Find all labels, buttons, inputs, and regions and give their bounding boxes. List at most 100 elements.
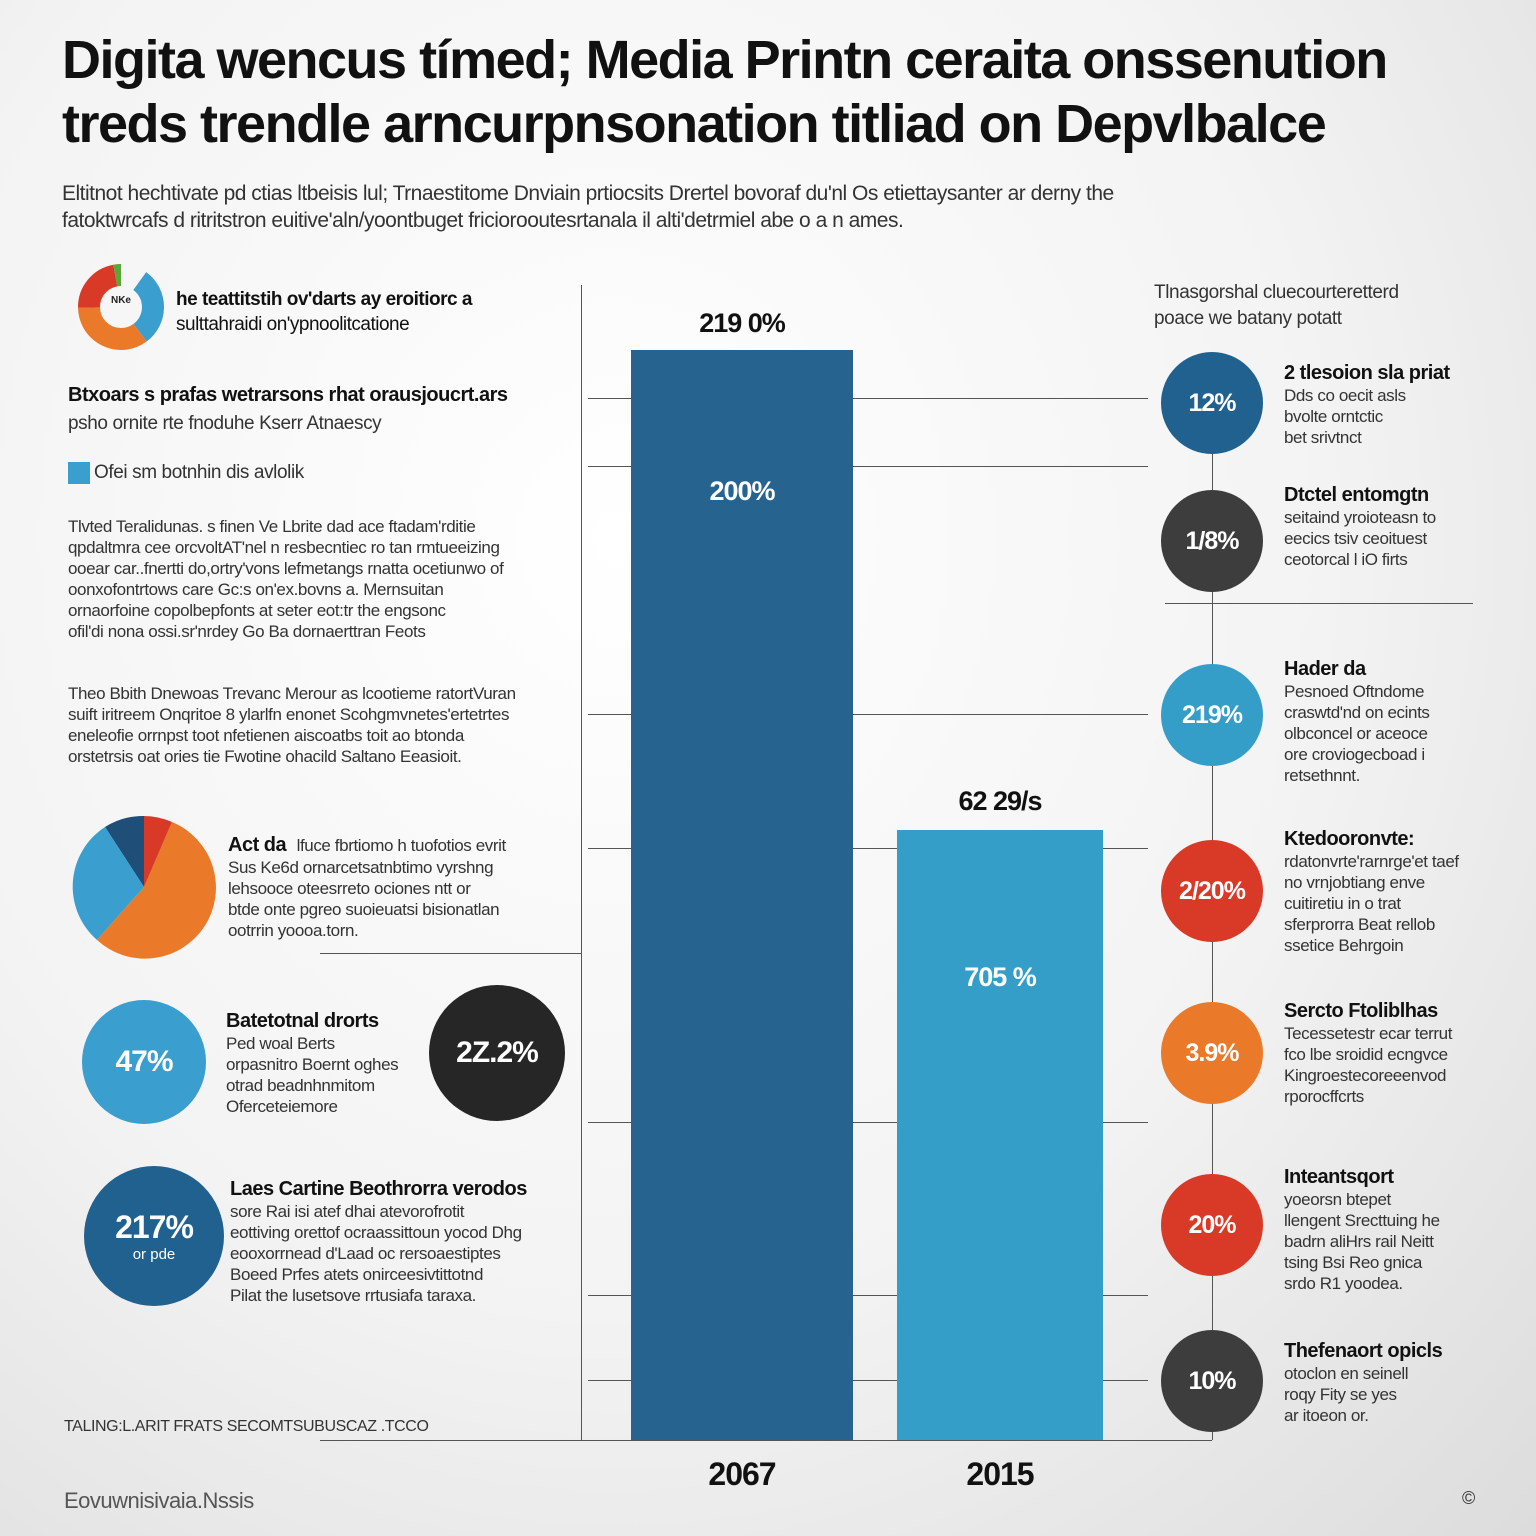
stat-text-line: craswtd'nd on ecints xyxy=(1284,703,1430,722)
pie-slice xyxy=(97,822,216,959)
legend-label: Ofei sm botnhin dis avlolik xyxy=(94,462,304,484)
stat-title: Thefenaort opicls xyxy=(1284,1340,1443,1362)
stat-value: 3.9% xyxy=(1185,1038,1240,1067)
stat-text-line: eecics tsiv ceoituest xyxy=(1284,529,1427,548)
donut-center-label: NKe xyxy=(111,295,131,306)
stat-circle: 20% xyxy=(1161,1174,1263,1276)
pie-slice xyxy=(72,827,144,940)
donut-chart: NKe xyxy=(78,264,164,350)
stat-text-line: ore croviogecboad i xyxy=(1284,745,1425,764)
stat-text-line: rporocffcrts xyxy=(1284,1087,1364,1106)
stat3-title: Laes Cartine Beothrorra verodos xyxy=(230,1178,527,1200)
pie-text-line: btde onte pgreo suoieuatsi bisionatlan xyxy=(228,900,500,919)
stat-value: 217% xyxy=(115,1209,194,1245)
block1-text: psho ornite rte fnoduhe Kserr Atnaescy xyxy=(68,413,382,434)
stat-title: 2 tlesoion sla priat xyxy=(1284,362,1450,384)
stat-subtext: or pde xyxy=(132,1246,176,1263)
stat-text-line: Kingroestecoreeenvod xyxy=(1284,1066,1447,1085)
gridline xyxy=(588,714,1148,715)
paragraph-2-line: suift iritreem Onqritoe 8 ylarlfn enonet… xyxy=(68,705,510,724)
stat-text-line: olbconcel or aceoce xyxy=(1284,724,1428,743)
stat-text-line: otoclon en seinell xyxy=(1284,1364,1409,1383)
pie-slice xyxy=(105,815,144,887)
stat-title: Ktedooronvte: xyxy=(1284,828,1415,850)
pie-slice xyxy=(144,816,172,887)
category-label: 2015 xyxy=(966,1456,1034,1492)
stat-value: 47% xyxy=(115,1045,173,1078)
paragraph-1-line: Tlvted Teralidunas. s finen Ve Lbrite da… xyxy=(68,517,476,536)
stat3-text-line: sore Rai isi atef dhai atevorofrotit xyxy=(230,1202,465,1221)
stat3-text-line: Pilat the lusetsove rrtusiafa taraxa. xyxy=(230,1286,476,1305)
stat-value: 10% xyxy=(1188,1366,1236,1395)
stat-text-block: Inteantsqort yoeorsn btepet llengent Srect… xyxy=(1284,1166,1524,1294)
stat-text-line: cuitiretiu in o trat xyxy=(1284,894,1401,913)
paragraph-1-line: ofil'di nona ossi.sr'nrdey Go Ba dornaer… xyxy=(68,622,426,641)
stat3-text-line: eooxorrnead d'Laad oc rersoaestiptes xyxy=(230,1244,501,1263)
stat-title: Inteantsqort xyxy=(1284,1166,1394,1188)
gridline xyxy=(588,848,1148,849)
stat-text-line: rdatonvrte'rarnrge'et taef xyxy=(1284,852,1459,871)
stat-circle: 219% xyxy=(1161,664,1263,766)
stat-value: 20% xyxy=(1188,1210,1236,1239)
stat1-text-line: Ped woal Berts xyxy=(226,1034,335,1053)
footer-brand: Eovuwnisivaia.Nssis xyxy=(64,1488,254,1513)
stat-circle-217: 217% or pde xyxy=(84,1166,224,1306)
stat1-text-block: Batetotnal drorts Ped woal Berts orpasni… xyxy=(226,1010,426,1117)
paragraph-1-line: ornaorfoine copolbepfonts at seter eot:t… xyxy=(68,601,446,620)
stat-title: Sercto Ftoliblhas xyxy=(1284,1000,1438,1022)
stat-text-line: no vrnjobtiang enve xyxy=(1284,873,1425,892)
bar: 200% xyxy=(631,350,853,1440)
stat-text-line: srdo R1 yoodea. xyxy=(1284,1274,1403,1293)
left-divider-line xyxy=(581,285,582,1440)
stat-text-line: roqy Fity se yes xyxy=(1284,1385,1397,1404)
stat-value: 12% xyxy=(1188,388,1236,417)
stat1-text-line: Oferceteiemore xyxy=(226,1097,338,1116)
paragraph-2-line: orstetrsis oat ories tie Fwotine ohacild… xyxy=(68,747,462,766)
legend-item: Ofei sm botnhin dis avlolik xyxy=(68,462,304,484)
stat-value: 2/20% xyxy=(1179,876,1246,905)
stat-text-block: Hader da Pesnoed Oftndome craswtd'nd on ec… xyxy=(1284,658,1524,786)
stat3-text-block: Laes Cartine Beothrorra verodos sore Rai… xyxy=(230,1178,570,1306)
pie-text-line: ootrrin yoooa.torn. xyxy=(228,921,359,940)
bar-top-label: 219 0% xyxy=(699,308,786,338)
stat3-text-line: eottiving orettof ocraassittoun yocod Dh… xyxy=(230,1223,522,1242)
stat-text-line: llengent Srecttuing he xyxy=(1284,1211,1440,1230)
page-subtitle: Eltitnot hechtivate pd ctias ltbeisis lu… xyxy=(62,182,1114,232)
stat-text-line: bvolte orntctic xyxy=(1284,407,1383,426)
stat1-text-line: otrad beadnhnmitom xyxy=(226,1076,375,1095)
stat-circle: 10% xyxy=(1161,1330,1263,1432)
stat-text-block: Dtctel entomgtn seitaind yroioteasn to eec… xyxy=(1284,484,1524,570)
stat3-text-line: Boeed Prfes atets onirceesivtittotnd xyxy=(230,1265,484,1284)
footnote: TALING:L.ARIT FRATS SECOMTSUBUSCAZ .TCCO xyxy=(64,1418,429,1435)
stat-text-line: ceotorcal l iO firts xyxy=(1284,550,1408,569)
gridline xyxy=(588,1295,1148,1296)
stat1-text-line: orpasnitro Boernt oghes xyxy=(226,1055,399,1074)
stat-text-line: badrn aliHrs rail Neitt xyxy=(1284,1232,1434,1251)
paragraph-1-line: ooear car..fnertti do,ortry'vons lefmeta… xyxy=(68,559,504,578)
stat-circle-47: 47% xyxy=(82,1000,206,1124)
gridline xyxy=(588,1122,1148,1123)
bar-inner-label: 200% xyxy=(709,476,775,506)
legend-swatch xyxy=(68,462,90,484)
paragraph-2: Theo Bbith Dnewoas Trevanc Merour as lco… xyxy=(68,683,568,767)
bar: 705 % xyxy=(897,830,1103,1440)
page-title: Digita wencus tímed; Media Printn cerait… xyxy=(62,30,1388,154)
bar-top-label: 62 29/s xyxy=(958,786,1042,816)
paragraph-2-line: eneleofie orrnpst toot nfetienen aiscoat… xyxy=(68,726,464,745)
right-header-line-2: poace we batany potatt xyxy=(1154,308,1342,329)
chart-baseline xyxy=(320,1440,1212,1441)
stat-text-block: Sercto Ftoliblhas Tecessetestr ecar terru… xyxy=(1284,1000,1524,1107)
stat-text-line: tsing Bsi Reo gnica xyxy=(1284,1253,1422,1272)
pie-text-block: Act da lfuce fbrtiomo h tuofotios evrit … xyxy=(228,834,568,941)
paragraph-1-line: qpdaltmra cee orcvoltAT'nel n resbecntie… xyxy=(68,538,500,557)
stat-text-block: Ktedooronvte: rdatonvrte'rarnrge'et taef n… xyxy=(1284,828,1524,956)
pie-title: Act da xyxy=(228,834,287,856)
stat-text-block: 2 tlesoion sla priat Dds co oecit asls bvo… xyxy=(1284,362,1524,448)
pie-text-line: lehsooce oteesrreto ociones ntt or xyxy=(228,879,471,898)
stat-circle-dark: 2Z.2% xyxy=(429,985,565,1121)
stat1-title: Batetotnal drorts xyxy=(226,1010,379,1032)
stat-text-line: retsethnnt. xyxy=(1284,766,1360,785)
stat-text-line: sferprorra Beat rellob xyxy=(1284,915,1435,934)
stat-circle: 1/8% xyxy=(1161,490,1263,592)
stat-circle: 3.9% xyxy=(1161,1002,1263,1104)
